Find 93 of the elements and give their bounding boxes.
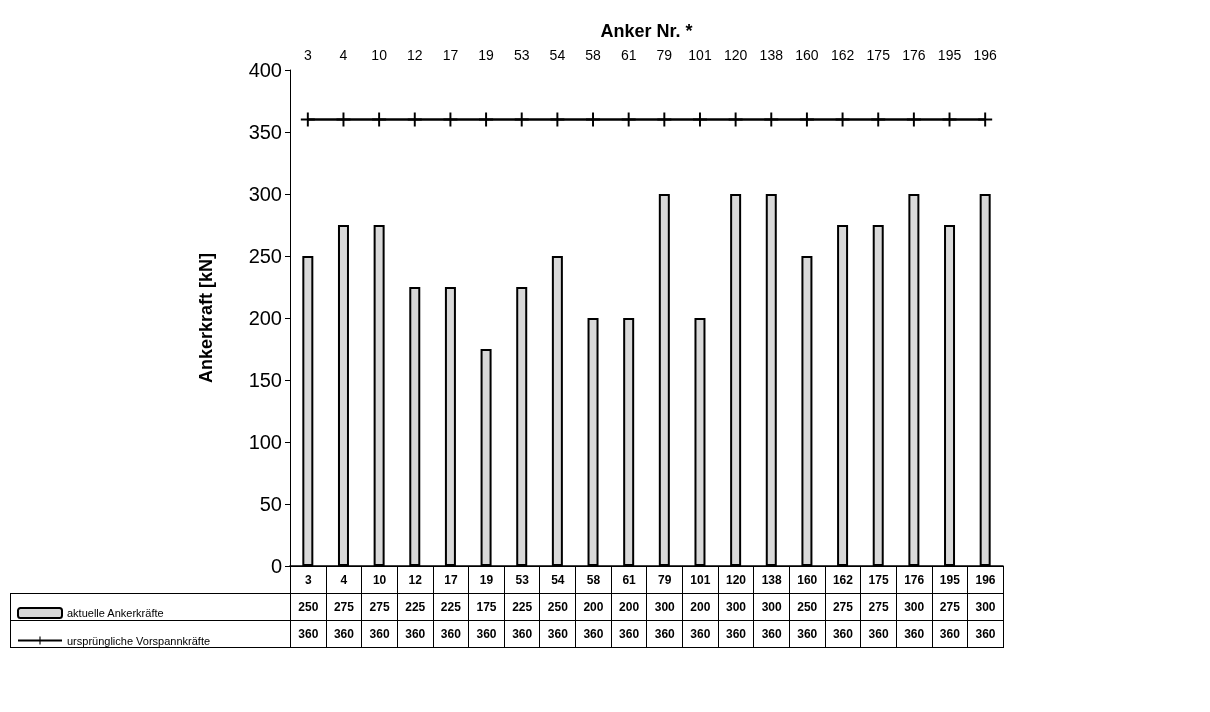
category-label: 101 xyxy=(690,573,711,587)
x-tick-label: 196 xyxy=(973,47,998,63)
x-tick-label: 4 xyxy=(339,47,348,63)
x-tick-label: 160 xyxy=(795,47,819,63)
x-tick-label: 176 xyxy=(902,47,926,63)
data-label: 360 xyxy=(646,620,683,648)
data-label: 300 xyxy=(753,593,790,621)
y-tick-label: 250 xyxy=(248,245,282,267)
x-tick-label: 3 xyxy=(303,47,312,63)
data-label: 275 xyxy=(326,593,362,621)
y-tick-label: 100 xyxy=(248,431,282,453)
y-tick-label: 150 xyxy=(248,369,282,391)
category-label: 120 xyxy=(725,573,747,587)
x-tick-label: 54 xyxy=(549,47,566,63)
category-label: 196 xyxy=(975,573,996,587)
data-label: 275 xyxy=(361,593,398,621)
data-label: 360 xyxy=(504,620,540,648)
category-label: 58 xyxy=(586,573,601,587)
category-label: 54 xyxy=(551,573,565,587)
y-tick-label: 400 xyxy=(248,59,282,81)
data-label: 360 xyxy=(539,620,576,648)
data-label: 175 xyxy=(468,593,505,621)
data-label: 250 xyxy=(789,593,826,621)
x-tick-label: 162 xyxy=(830,47,855,63)
y-axis-title: Ankerkraft [kN] xyxy=(196,252,216,384)
x-tick-label: 101 xyxy=(688,47,712,63)
data-label: 300 xyxy=(646,593,683,621)
y-tick-label: 300 xyxy=(248,183,282,205)
data-label: 360 xyxy=(682,620,719,648)
data-label: 200 xyxy=(611,593,647,621)
x-tick-label: 58 xyxy=(585,47,602,63)
data-label: 225 xyxy=(397,593,434,621)
data-label: 360 xyxy=(433,620,469,648)
category-label: 160 xyxy=(797,573,818,587)
y-tick-label: 200 xyxy=(248,307,282,329)
x-tick-label: 138 xyxy=(759,47,784,63)
data-label: 360 xyxy=(789,620,826,648)
data-label: 300 xyxy=(896,593,933,621)
data-label: 250 xyxy=(539,593,576,621)
data-label: 360 xyxy=(468,620,505,648)
x-tick-label: 19 xyxy=(478,47,495,63)
x-tick-label: 79 xyxy=(656,47,673,63)
x-tick-label: 61 xyxy=(620,47,637,63)
category-label: 3 xyxy=(304,573,312,587)
category-label: 12 xyxy=(408,573,422,587)
data-label: 360 xyxy=(575,620,612,648)
category-label: 53 xyxy=(515,573,529,587)
data-label: 275 xyxy=(860,593,897,621)
category-label: 10 xyxy=(372,573,387,587)
x-tick-label: 10 xyxy=(371,47,388,63)
category-label: 19 xyxy=(479,573,494,587)
data-label: 275 xyxy=(825,593,861,621)
data-label: 360 xyxy=(932,620,968,648)
data-label: 360 xyxy=(290,620,327,648)
x-tick-label: 12 xyxy=(406,47,423,63)
data-label: 300 xyxy=(967,593,1004,621)
category-label: 162 xyxy=(832,573,853,587)
data-label: 225 xyxy=(433,593,469,621)
x-tick-label: 120 xyxy=(723,47,748,63)
category-label: 61 xyxy=(622,573,636,587)
category-label: 195 xyxy=(939,573,960,587)
data-label: 360 xyxy=(896,620,933,648)
y-tick-label: 0 xyxy=(270,555,282,577)
y-tick-label: 50 xyxy=(259,493,282,515)
data-label: 360 xyxy=(718,620,754,648)
data-label: 275 xyxy=(932,593,968,621)
category-label: 175 xyxy=(868,573,889,587)
x-tick-label: 195 xyxy=(937,47,962,63)
x-tick-label: 175 xyxy=(866,47,891,63)
legend-label: aktuelle Ankerkräfte xyxy=(67,607,164,619)
data-label: 200 xyxy=(575,593,612,621)
x-tick-label: 17 xyxy=(442,47,459,63)
data-label: 200 xyxy=(682,593,719,621)
category-label: 4 xyxy=(340,573,348,587)
data-label: 360 xyxy=(361,620,398,648)
data-label: 225 xyxy=(504,593,540,621)
data-label: 360 xyxy=(967,620,1004,648)
data-label: 300 xyxy=(718,593,754,621)
data-label: 360 xyxy=(753,620,790,648)
data-label: 360 xyxy=(825,620,861,648)
x-axis-title: Anker Nr. * xyxy=(600,21,693,41)
category-label: 138 xyxy=(761,573,782,587)
legend-label: ursprüngliche Vorspannkräfte xyxy=(67,634,211,647)
category-label: 17 xyxy=(444,573,458,587)
data-label: 360 xyxy=(397,620,434,648)
y-tick-label: 350 xyxy=(248,121,282,143)
category-label: 176 xyxy=(904,573,925,587)
data-label: 360 xyxy=(611,620,647,648)
category-label: 79 xyxy=(658,573,672,587)
data-label: 360 xyxy=(860,620,897,648)
data-label: 360 xyxy=(326,620,362,648)
data-label: 250 xyxy=(290,593,327,621)
x-tick-label: 53 xyxy=(513,47,530,63)
